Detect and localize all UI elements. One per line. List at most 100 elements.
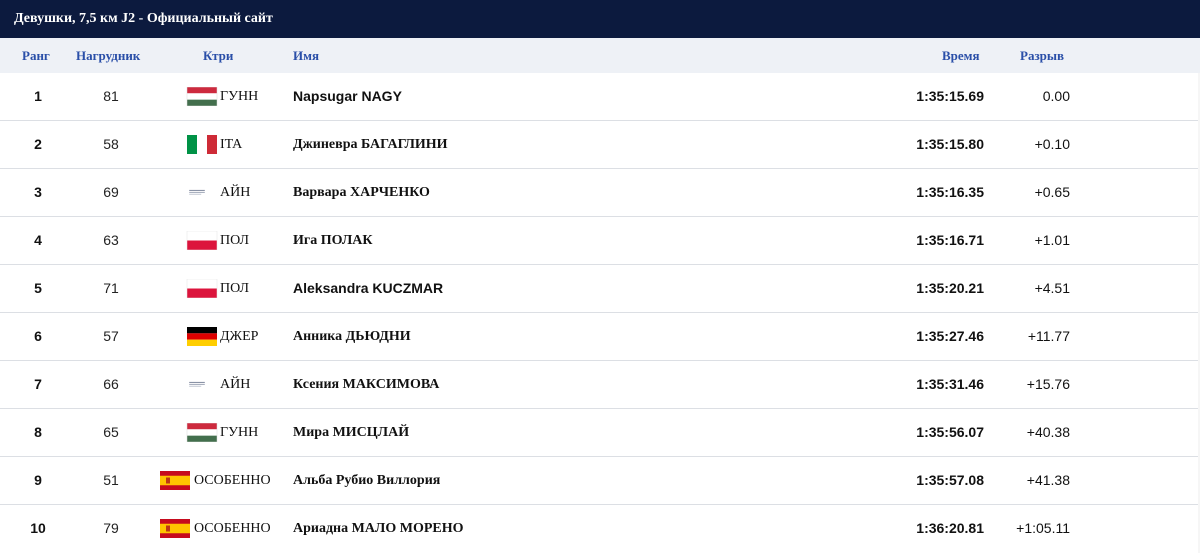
time-cell: 1:35:56.07 — [916, 424, 984, 440]
table-row[interactable]: 2 58 ITA Джиневра БАГАГЛИНИ 1:35:15.80 +… — [0, 121, 1200, 169]
time-cell: 1:35:15.69 — [916, 88, 984, 104]
results-table-body: 1 81 ГУНН Napsugar NAGY 1:35:15.69 0.00 … — [0, 73, 1200, 552]
rank-cell: 9 — [34, 472, 42, 488]
bib-cell: 66 — [103, 376, 119, 392]
gap-cell: +11.77 — [1027, 328, 1070, 344]
country-cell: ITA — [220, 137, 243, 152]
table-row[interactable]: 1 81 ГУНН Napsugar NAGY 1:35:15.69 0.00 — [0, 73, 1200, 121]
country-cell: ОСОБЕННО — [194, 473, 271, 488]
scroll-edge — [1198, 73, 1200, 553]
country-cell: ПОЛ — [220, 281, 250, 296]
athlete-name[interactable]: Ксения МАКСИМОВА — [293, 377, 440, 392]
athlete-name[interactable]: Джиневра БАГАГЛИНИ — [293, 137, 448, 152]
athlete-name[interactable]: Ариадна МАЛО МОРЕНО — [293, 521, 464, 536]
header-name[interactable]: Имя — [293, 48, 319, 63]
italy-flag — [186, 121, 217, 168]
title-bar: Девушки, 7,5 км J2 - Официальный сайт — [0, 0, 1200, 38]
athlete-name[interactable]: Варвара ХАРЧЕНКО — [293, 185, 430, 200]
country-cell: ГУНН — [220, 89, 259, 104]
poland-flag-icon — [186, 231, 218, 250]
bib-cell: 71 — [103, 280, 119, 296]
bib-cell: 69 — [103, 184, 119, 200]
rank-cell: 5 — [34, 280, 42, 296]
country-cell: АЙН — [220, 185, 251, 200]
hungary-flag — [186, 409, 218, 456]
poland-flag — [186, 265, 218, 312]
country-cell: ДЖЕР — [220, 329, 259, 344]
rank-cell: 6 — [34, 328, 42, 344]
gap-cell: +1:05.11 — [1016, 520, 1070, 536]
rank-cell: 1 — [34, 88, 42, 104]
european-biathlon-logo — [189, 361, 205, 408]
rank-cell: 4 — [34, 232, 42, 248]
poland-flag — [186, 217, 218, 264]
table-row[interactable]: 9 51 ОСОБЕННО Альба Рубио Виллория 1:35:… — [0, 457, 1200, 505]
header-country[interactable]: Ктри — [203, 48, 234, 63]
time-cell: 1:36:20.81 — [916, 520, 984, 536]
gap-cell: +41.38 — [1026, 472, 1070, 488]
spain-flag-icon — [160, 519, 190, 538]
country-cell: АЙН — [220, 377, 251, 392]
bib-cell: 58 — [103, 136, 119, 152]
athlete-name[interactable]: Aleksandra KUCZMAR — [293, 280, 444, 296]
rank-cell: 7 — [34, 376, 42, 392]
spain-flag — [160, 457, 190, 504]
table-row[interactable]: 3 69 АЙН Варвара ХАРЧЕНКО 1:35:16.35 +0.… — [0, 169, 1200, 217]
time-cell: 1:35:27.46 — [916, 328, 984, 344]
time-cell: 1:35:16.35 — [916, 184, 984, 200]
spain-flag-icon — [160, 471, 190, 490]
header-time[interactable]: Время — [942, 48, 980, 63]
time-cell: 1:35:57.08 — [916, 472, 984, 488]
gap-cell: +0.65 — [1034, 184, 1070, 200]
athlete-name[interactable]: Мира МИСЦЛАЙ — [293, 425, 410, 440]
table-header: Ранг Нагрудник Ктри Имя Время Разрыв — [0, 38, 1200, 74]
european-biathlon-logo-icon — [189, 189, 205, 195]
hungary-flag-icon — [186, 423, 218, 442]
bib-cell: 57 — [103, 328, 119, 344]
time-cell: 1:35:15.80 — [916, 136, 984, 152]
table-row[interactable]: 8 65 ГУНН Мира МИСЦЛАЙ 1:35:56.07 +40.38 — [0, 409, 1200, 457]
hungary-flag-icon — [186, 87, 218, 106]
gap-cell: +15.76 — [1026, 376, 1070, 392]
germany-flag-icon — [187, 327, 217, 346]
bib-cell: 51 — [103, 472, 119, 488]
poland-flag-icon — [186, 279, 218, 298]
germany-flag — [186, 313, 217, 360]
hungary-flag — [186, 73, 218, 120]
gap-cell: +40.38 — [1026, 424, 1070, 440]
athlete-name[interactable]: Ига ПОЛАК — [293, 233, 373, 248]
country-cell: ГУНН — [220, 425, 259, 440]
gap-cell: 0.00 — [1042, 88, 1070, 104]
bib-cell: 79 — [103, 520, 119, 536]
european-biathlon-logo — [189, 169, 205, 216]
rank-cell: 3 — [34, 184, 42, 200]
european-biathlon-logo-icon — [189, 381, 205, 387]
bib-cell: 63 — [103, 232, 119, 248]
rank-cell: 2 — [34, 136, 42, 152]
bib-cell: 81 — [103, 88, 119, 104]
gap-cell: +4.51 — [1034, 280, 1070, 296]
athlete-name[interactable]: Анника ДЬЮДНИ — [293, 329, 411, 344]
country-cell: ОСОБЕННО — [194, 521, 271, 536]
spain-flag — [160, 505, 190, 552]
time-cell: 1:35:16.71 — [916, 232, 984, 248]
athlete-name[interactable]: Альба Рубио Виллория — [293, 473, 441, 488]
time-cell: 1:35:31.46 — [916, 376, 984, 392]
table-row[interactable]: 4 63 ПОЛ Ига ПОЛАК 1:35:16.71 +1.01 — [0, 217, 1200, 265]
rank-cell: 8 — [34, 424, 42, 440]
gap-cell: +0.10 — [1034, 136, 1070, 152]
table-row[interactable]: 7 66 АЙН Ксения МАКСИМОВА 1:35:31.46 +15… — [0, 361, 1200, 409]
athlete-name[interactable]: Napsugar NAGY — [293, 88, 402, 104]
header-rank[interactable]: Ранг — [22, 48, 50, 63]
table-row[interactable]: 10 79 ОСОБЕННО Ариадна МАЛО МОРЕНО 1:36:… — [0, 505, 1200, 552]
italy-flag-icon — [187, 135, 217, 154]
time-cell: 1:35:20.21 — [916, 280, 984, 296]
table-row[interactable]: 5 71 ПОЛ Aleksandra KUCZMAR 1:35:20.21 +… — [0, 265, 1200, 313]
country-cell: ПОЛ — [220, 233, 250, 248]
page-title: Девушки, 7,5 км J2 - Официальный сайт — [14, 11, 273, 26]
header-gap[interactable]: Разрыв — [1020, 48, 1065, 63]
header-bib[interactable]: Нагрудник — [76, 48, 141, 63]
table-row[interactable]: 6 57 ДЖЕР Анника ДЬЮДНИ 1:35:27.46 +11.7… — [0, 313, 1200, 361]
gap-cell: +1.01 — [1034, 232, 1070, 248]
